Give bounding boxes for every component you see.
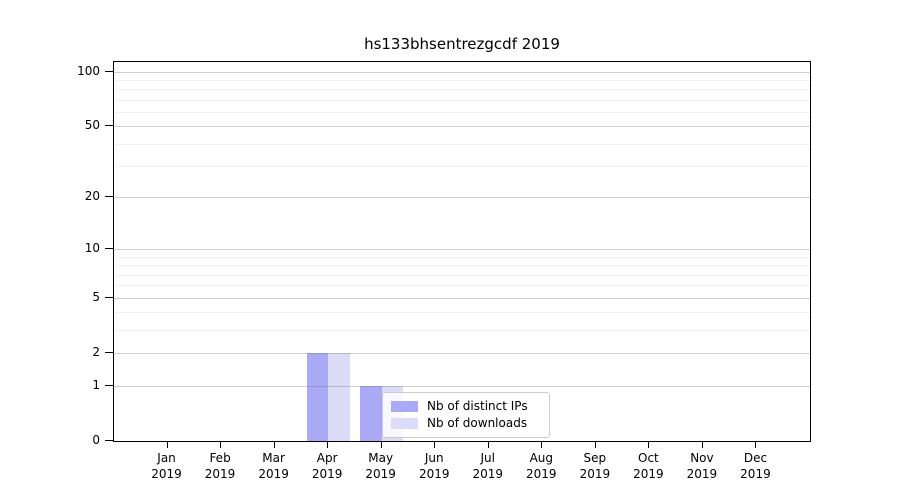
x-tick-label-feb: Feb 2019 (204, 451, 236, 481)
y-tick-mark (105, 440, 113, 441)
x-tick-mark (755, 442, 757, 448)
grid-minor-line (114, 256, 810, 258)
y-tick-label: 1 (92, 377, 100, 392)
grid-major-line (114, 126, 810, 128)
legend: Nb of distinct IPs Nb of downloads (382, 392, 550, 438)
x-tick-label-jan: Jan 2019 (151, 451, 182, 481)
grid-major-line (114, 71, 810, 73)
legend-label: Nb of distinct IPs (427, 399, 528, 413)
x-tick-mark (434, 442, 436, 448)
y-tick-mark (105, 196, 113, 198)
x-tick-label-nov: Nov 2019 (686, 451, 718, 481)
grid-minor-line (114, 274, 810, 276)
y-tick-label: 2 (92, 345, 100, 360)
y-tick-label: 0 (92, 433, 100, 447)
legend-swatch-icon (391, 401, 418, 412)
y-tick-label: 10 (84, 241, 100, 256)
x-tick-mark (701, 442, 703, 448)
x-tick-label-jul: Jul 2019 (472, 451, 504, 481)
x-tick-label-dec: Dec 2019 (740, 451, 771, 481)
y-tick-mark (105, 352, 113, 354)
x-tick-label-mar: Mar 2019 (258, 451, 289, 481)
x-tick-mark (380, 442, 382, 448)
y-tick-mark (105, 384, 113, 386)
x-axis-ticks (113, 442, 811, 450)
bar-nb-of-distinct-ips-apr (306, 353, 329, 441)
y-tick-label: 100 (77, 63, 100, 78)
grid-minor-line (114, 143, 810, 145)
grid-minor-line (114, 285, 810, 287)
bar-nb-of-distinct-ips-may (360, 385, 382, 441)
x-axis-labels: Jan 2019 Feb 2019 Mar 2019 Apr 2019 May 2019… (113, 450, 811, 486)
grid-minor-line (114, 99, 810, 101)
grid-minor-line (114, 312, 810, 314)
y-tick-mark (105, 296, 113, 298)
grid-minor-line (114, 166, 810, 168)
x-tick-mark (648, 442, 650, 448)
x-tick-mark (487, 442, 489, 448)
x-tick-mark (594, 442, 596, 448)
grid-major-line (114, 249, 810, 251)
grid-minor-line (114, 265, 810, 267)
x-tick-label-apr: Apr 2019 (311, 451, 343, 481)
grid-minor-line (114, 112, 810, 114)
y-axis-ticks (105, 61, 113, 442)
x-tick-label-jun: Jun 2019 (418, 451, 450, 481)
x-tick-label-sep: Sep 2019 (579, 451, 611, 481)
grid-minor-line (114, 80, 810, 82)
grid-minor-line (114, 330, 810, 332)
grid-major-line (114, 353, 810, 355)
y-tick-label: 20 (84, 189, 100, 204)
bar-nb-of-downloads-apr (328, 353, 350, 441)
y-tick-label: 50 (84, 118, 100, 133)
y-tick-mark (105, 70, 113, 72)
y-axis-labels: 0 1 2 5 10 20 50 100 (0, 61, 100, 447)
grid-major-line (114, 385, 810, 387)
y-tick-mark (105, 125, 113, 127)
x-tick-mark (220, 442, 222, 448)
x-tick-mark (166, 442, 168, 448)
grid-major-line (114, 197, 810, 199)
grid-major-line (114, 297, 810, 299)
plot-area: Nb of distinct IPs Nb of downloads (113, 61, 811, 442)
x-tick-mark (541, 442, 543, 448)
legend-label: Nb of downloads (427, 416, 528, 430)
y-tick-label: 5 (92, 289, 100, 304)
grid-minor-line (114, 89, 810, 91)
legend-item: Nb of downloads (391, 416, 541, 431)
y-tick-mark (105, 248, 113, 250)
x-tick-label-may: May 2019 (365, 451, 396, 481)
chart-title: hs133bhsentrezgcdf 2019 (364, 35, 560, 53)
x-tick-mark (273, 442, 275, 448)
x-tick-label-aug: Aug 2019 (526, 451, 557, 481)
x-tick-mark (327, 442, 329, 448)
legend-swatch-icon (391, 418, 418, 429)
legend-item: Nb of distinct IPs (391, 399, 541, 414)
x-tick-label-oct: Oct 2019 (633, 451, 664, 481)
